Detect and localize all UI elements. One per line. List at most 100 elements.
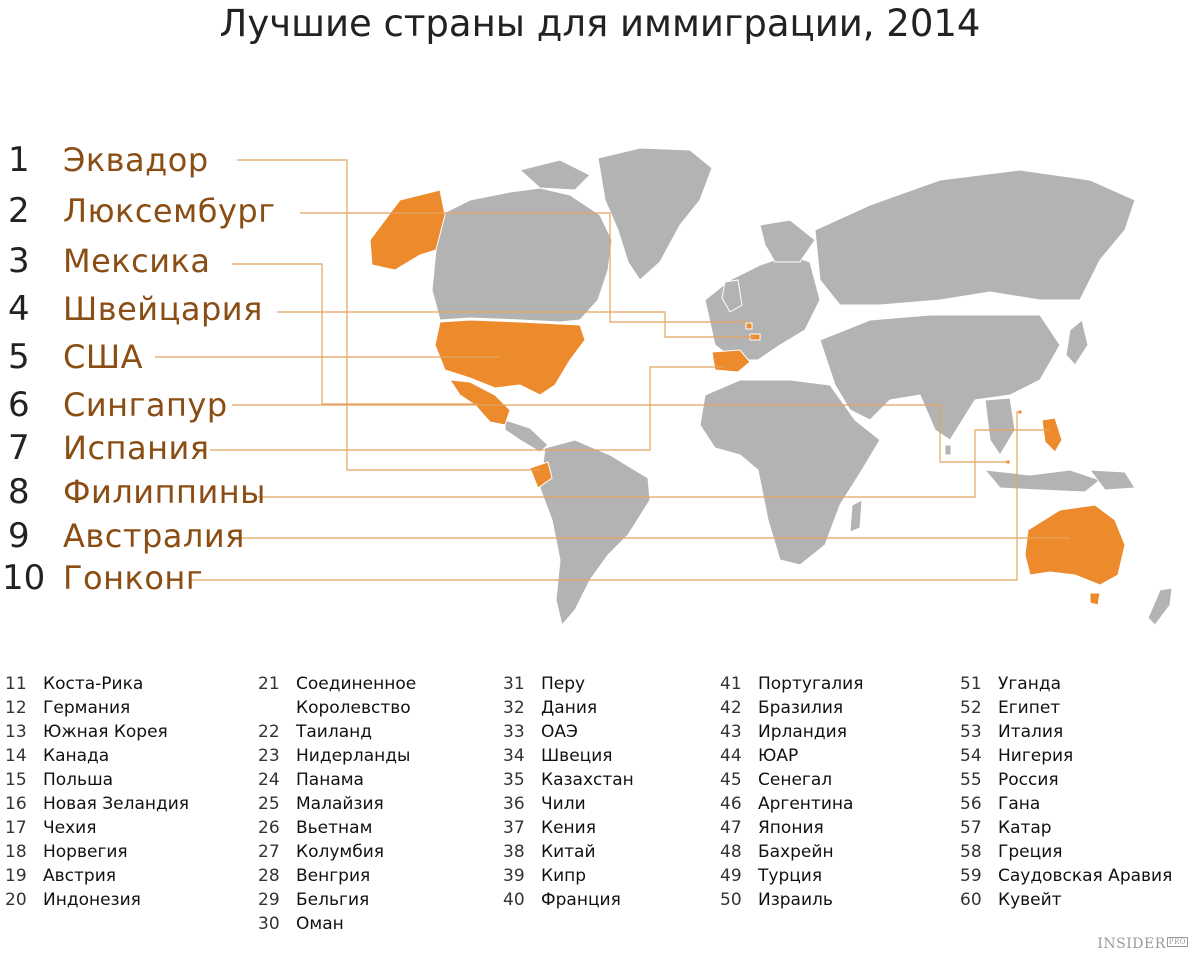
list-rank-number: 19 (5, 866, 27, 886)
leader-line-hong-kong (190, 411, 1020, 581)
list-rank-number: 56 (960, 794, 982, 814)
list-rank-number: 33 (503, 722, 525, 742)
leader-line-singapore (232, 404, 1008, 463)
list-country-name: Индонезия (43, 890, 141, 910)
list-rank-number: 47 (720, 818, 742, 838)
list-rank-number: 34 (503, 746, 525, 766)
list-rank-number: 16 (5, 794, 27, 814)
list-country-name: Германия (43, 698, 131, 718)
list-country-name: Турция (758, 866, 823, 886)
scandinavia-shape (759, 219, 816, 263)
leader-line-spain (210, 366, 725, 451)
rank-country-name: Швейцария (63, 290, 263, 328)
list-country-name: Португалия (758, 674, 864, 694)
luxembourg-shape (745, 322, 753, 330)
list-rank-number: 49 (720, 866, 742, 886)
greenland-shape (597, 147, 713, 281)
rank-country-name: Гонконг (63, 559, 204, 597)
sri-lanka-shape (944, 444, 952, 456)
leader-line-ecuador (237, 159, 540, 471)
list-rank-number: 24 (258, 770, 280, 790)
rank-number: 4 (8, 289, 30, 329)
se-asia-shape (984, 397, 1016, 456)
list-country-name: Таиланд (296, 722, 373, 742)
list-country-name: Южная Корея (43, 722, 168, 742)
list-country-name: Коста-Рика (43, 674, 144, 694)
list-country-name: Франция (541, 890, 621, 910)
list-rank-number: 42 (720, 698, 742, 718)
list-rank-number: 15 (5, 770, 27, 790)
list-rank-number: 36 (503, 794, 525, 814)
list-rank-number: 37 (503, 818, 525, 838)
leader-lines (155, 159, 1070, 581)
list-rank-number: 48 (720, 842, 742, 862)
list-country-name: Саудовская Аравия (998, 866, 1173, 886)
list-country-name: Малайзия (296, 794, 384, 814)
list-country-name: Кувейт (998, 890, 1062, 910)
list-country-name: Новая Зеландия (43, 794, 190, 814)
list-rank-number: 13 (5, 722, 27, 742)
list-country-name: Австрия (43, 866, 116, 886)
list-rank-number: 54 (960, 746, 982, 766)
list-country-name: Дания (541, 698, 598, 718)
list-rank-number: 29 (258, 890, 280, 910)
list-rank-number: 45 (720, 770, 742, 790)
list-country-name: Ирландия (758, 722, 847, 742)
list-country-name: Канада (43, 746, 110, 766)
list-rank-number: 55 (960, 770, 982, 790)
page-title: Лучшие страны для иммиграции, 2014 (219, 2, 981, 45)
brand-logo: INSIDER PRO (1097, 936, 1188, 952)
tasmania-shape (1089, 592, 1101, 606)
list-rank-number: 14 (5, 746, 27, 766)
list-rank-number: 57 (960, 818, 982, 838)
list-rank-number: 18 (5, 842, 27, 862)
list-rank-number: 11 (5, 674, 27, 694)
list-country-name: Япония (758, 818, 824, 838)
list-country-name: Норвегия (43, 842, 128, 862)
rank-number: 6 (8, 385, 30, 425)
list-rank-number: 43 (720, 722, 742, 742)
list-rank-number: 41 (720, 674, 742, 694)
leader-line-luxembourg (300, 212, 749, 323)
list-country-name: Соединенное (296, 674, 417, 694)
rank-number: 2 (8, 191, 30, 231)
list-rank-number: 60 (960, 890, 982, 910)
madagascar-shape (849, 499, 863, 533)
list-country-name: Королевство (296, 698, 411, 718)
list-rank-number: 31 (503, 674, 525, 694)
list-country-name: Италия (998, 722, 1064, 742)
list-country-name: Кипр (541, 866, 587, 886)
highlighted-countries (369, 189, 1126, 606)
list-country-name: Чехия (43, 818, 97, 838)
arctic-islands-shape (518, 159, 591, 191)
rank-number: 1 (8, 140, 30, 180)
list-rank-number: 22 (258, 722, 280, 742)
africa-shape (699, 379, 881, 566)
alaska-shape (369, 189, 446, 271)
list-country-name: Израиль (758, 890, 833, 910)
list-country-name: Греция (998, 842, 1063, 862)
list-country-name: Бахрейн (758, 842, 834, 862)
philippines-shape (1041, 417, 1063, 453)
list-country-name: Казахстан (541, 770, 634, 790)
list-rank-number: 30 (258, 914, 280, 934)
rank-country-name: Испания (63, 429, 210, 467)
world-map (155, 147, 1173, 627)
list-rank-number: 40 (503, 890, 525, 910)
list-country-name: Колумбия (296, 842, 384, 862)
list-country-name: Польша (43, 770, 114, 790)
list-country-name: Чили (541, 794, 586, 814)
list-rank-number: 35 (503, 770, 525, 790)
australia-shape (1024, 504, 1126, 586)
list-rank-number: 59 (960, 866, 982, 886)
rank-number: 10 (2, 558, 46, 598)
list-country-name: Оман (296, 914, 344, 934)
new-guinea-shape (1088, 469, 1136, 491)
list-country-name: Катар (998, 818, 1052, 838)
list-country-name: Сенегал (758, 770, 833, 790)
list-rank-number: 51 (960, 674, 982, 694)
list-country-name: Россия (998, 770, 1059, 790)
ecuador-shape (529, 461, 553, 489)
rank-country-name: Филиппины (63, 473, 266, 511)
list-rank-number: 52 (960, 698, 982, 718)
